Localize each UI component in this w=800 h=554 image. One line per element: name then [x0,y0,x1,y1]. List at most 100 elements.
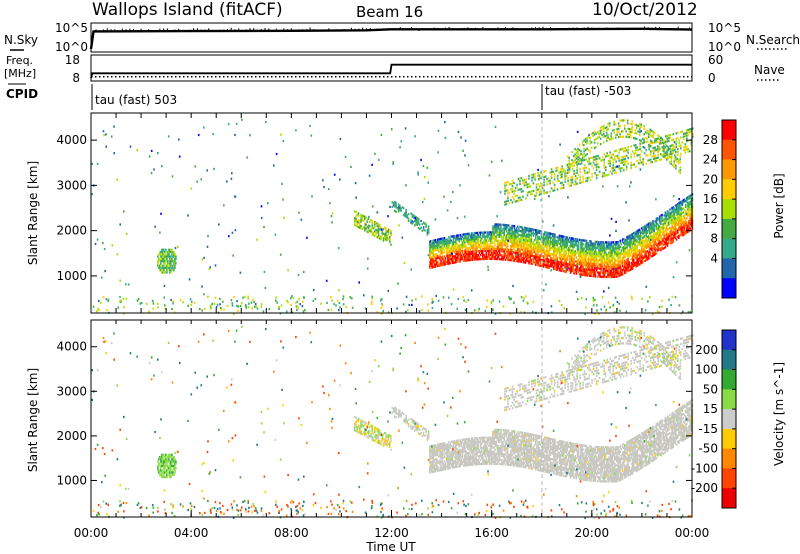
power-cell [630,153,632,156]
power-cell [582,269,584,272]
power-cell [636,250,638,253]
power-cell [371,300,373,303]
power-cell [646,140,649,143]
power-cell [167,260,169,263]
power-cell [668,219,670,222]
power-cell [449,250,451,253]
power-cell [645,234,647,237]
power-cell [626,260,628,263]
power-cell [621,238,624,241]
power-cell [387,233,390,236]
power-cell [465,257,467,260]
power-cell [535,245,537,248]
power-cell [111,244,114,247]
power-cell [674,235,677,238]
power-cell [647,245,650,248]
power-cell [607,286,610,289]
power-cell [297,307,300,310]
power-cell [448,262,450,265]
power-cell [512,259,515,262]
power-cell [532,228,535,231]
power-cell [662,219,664,222]
power-cell [279,253,282,256]
power-cell [639,230,642,233]
power-cell [492,225,494,228]
power-cell [568,249,571,252]
power-cell [514,253,517,256]
power-cell [414,217,416,220]
power-cell [367,226,370,229]
power-cell [595,177,598,180]
power-cell [690,141,693,144]
power-cell [187,214,189,217]
power-cell [602,247,605,250]
power-cell [623,124,626,127]
power-cell [532,242,535,245]
power-cell [447,246,449,249]
power-cell [607,122,609,125]
power-cell [663,153,665,156]
power-cell [163,296,165,299]
power-cell [434,265,437,268]
power-cell [498,300,501,303]
power-cell [649,241,652,244]
power-cell [692,135,694,138]
power-cell [658,217,661,220]
power-cell [684,151,687,154]
power-cell [415,216,417,219]
power-cell [559,234,562,238]
power-cell [583,153,585,156]
power-cell [678,208,680,211]
power-cell [556,169,559,172]
power-cell [480,243,483,246]
power-cell [555,167,557,170]
power-cell [633,155,635,158]
power-cell [515,235,518,238]
power-cell [530,242,533,245]
power-cell [597,265,599,268]
power-cell [556,244,558,247]
power-cell [562,186,565,189]
power-cell [474,240,476,243]
power-cell [561,187,563,190]
power-cell [218,223,220,226]
power-cell [538,229,540,232]
power-cell [689,202,691,205]
power-cell [686,223,688,226]
power-cell [558,246,561,249]
power-cell [545,253,547,256]
power-cell [675,238,678,241]
power-cell [562,263,564,267]
power-cell [500,223,502,226]
power-cell [536,231,538,234]
power-cell [581,257,583,260]
power-cell [482,231,484,234]
power-cell [551,265,554,268]
power-cell [533,249,536,252]
power-cell [603,164,605,167]
power-cell [444,242,447,245]
power-cell [384,235,386,238]
power-cell [546,239,548,242]
power-cell [512,247,515,250]
power-cell [649,229,652,232]
power-cell [630,167,632,170]
power-cell [612,269,615,272]
power-cell [571,257,573,260]
power-cell [643,229,645,233]
power-cell [661,238,663,241]
power-cell [166,269,168,272]
power-cell [491,249,493,252]
power-cell [545,251,547,254]
power-cell [672,152,675,155]
power-cell [583,253,585,256]
power-cell [684,222,687,225]
power-cell [510,232,512,235]
power-cell [672,214,675,217]
power-cell [584,239,587,242]
power-cell [471,244,474,247]
power-cell [371,297,374,300]
power-cell [232,312,235,315]
power-cell [657,246,660,249]
power-cell [593,273,596,276]
